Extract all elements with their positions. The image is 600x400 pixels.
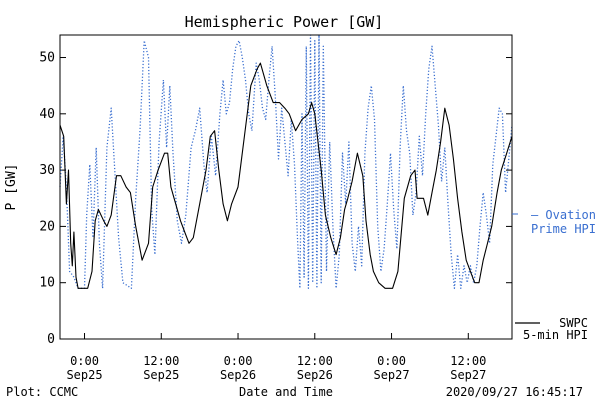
series-line-swpc-5-min-hpi (59, 62, 513, 289)
x-tick-date-label: Sep27 (450, 368, 486, 382)
x-tick-time-label: 0:00 (377, 354, 406, 368)
x-tick-date-label: Sep25 (66, 368, 102, 382)
x-tick-time-label: 0:00 (70, 354, 99, 368)
legend-swpc-label: 5-min HPI (523, 328, 588, 342)
y-tick-label: 10 (39, 276, 55, 291)
x-tick-time-label: 12:00 (143, 354, 179, 368)
series-line-ovation-prime-hpi (59, 34, 513, 289)
x-tick-date-label: Sep26 (220, 368, 256, 382)
y-tick-label: 40 (39, 107, 55, 122)
plot-frame (59, 34, 513, 340)
footer-axis-title: Date and Time (239, 385, 333, 399)
legend-swpc-label: SWPC (559, 316, 588, 330)
chart-title: Hemispheric Power [GW] (185, 13, 384, 31)
y-tick-label: 50 (39, 51, 55, 66)
x-tick-time-label: 12:00 (297, 354, 333, 368)
x-tick-date-label: Sep25 (143, 368, 179, 382)
x-tick-time-label: 12:00 (450, 354, 486, 368)
y-axis-label: P [GW] (4, 164, 19, 211)
legend-ovation-label: — Ovation (531, 208, 596, 222)
y-tick-label: 20 (39, 219, 55, 234)
x-tick-date-label: Sep27 (373, 368, 409, 382)
y-tick-label: 30 (39, 163, 55, 178)
y-tick-label: 0 (47, 332, 55, 347)
x-tick-date-label: Sep26 (297, 368, 333, 382)
legend-ovation-label: Prime HPI (531, 222, 596, 236)
footer-timestamp: 2020/09/27 16:45:17 (446, 385, 583, 399)
footer-plot-credit: Plot: CCMC (6, 385, 78, 399)
x-tick-time-label: 0:00 (224, 354, 253, 368)
